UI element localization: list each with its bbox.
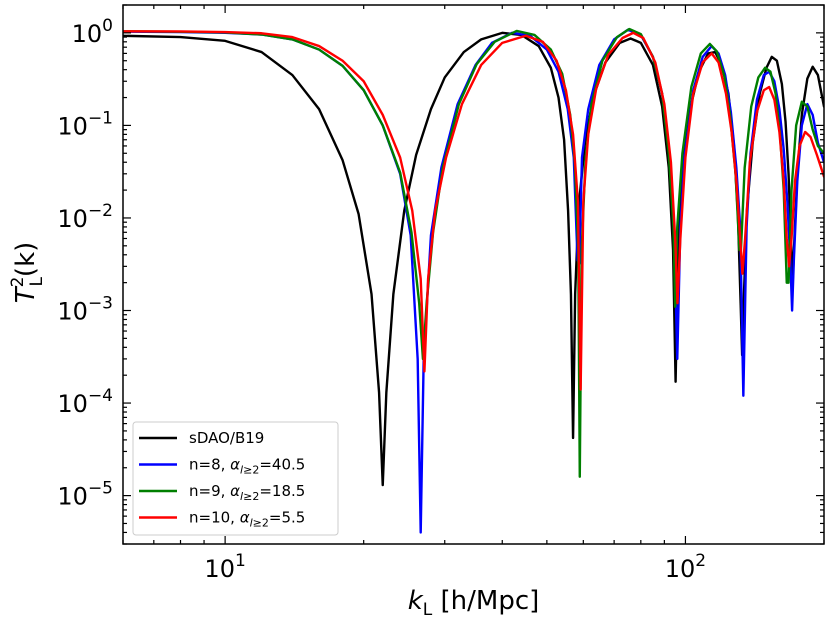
y-tick-label: 10−5 bbox=[57, 479, 113, 511]
legend-label: n=9, αl≥2=18.5 bbox=[189, 482, 305, 503]
series-line-3 bbox=[123, 27, 824, 478]
y-tick-label: 10−3 bbox=[57, 294, 113, 326]
y-axis-label: T2L(k) bbox=[8, 242, 47, 304]
y-tick-label: 100 bbox=[72, 16, 113, 48]
legend-box bbox=[132, 421, 339, 536]
legend-entry: n=8, αl≥2=40.5 bbox=[139, 456, 305, 477]
legend-label: n=10, αl≥2=5.5 bbox=[189, 509, 305, 530]
series-line-4 bbox=[123, 30, 824, 391]
legend: sDAO/B19 n=8, αl≥2=40.5 n=9, αl≥2=18.5 n=10… bbox=[132, 421, 339, 536]
legend-label: n=8, αl≥2=40.5 bbox=[189, 456, 305, 477]
y-tick-label: 10−4 bbox=[57, 386, 113, 418]
ticks-layer: 101 102 100 10−1 10−2 10−3 10−4 10−5 bbox=[57, 4, 825, 583]
legend-label: sDAO/B19 bbox=[189, 429, 264, 447]
y-tick-label: 10−1 bbox=[57, 108, 113, 140]
legend-entry: n=10, αl≥2=5.5 bbox=[139, 509, 305, 530]
x-axis-label: kL [h/Mpc] bbox=[408, 586, 540, 620]
series-layer bbox=[123, 27, 824, 534]
legend-entry: n=9, αl≥2=18.5 bbox=[139, 482, 305, 503]
y-tick-label: 10−2 bbox=[57, 201, 113, 233]
series-line-1 bbox=[123, 31, 824, 487]
legend-entry: sDAO/B19 bbox=[139, 429, 264, 447]
x-tick-label: 101 bbox=[204, 551, 245, 583]
x-tick-label: 102 bbox=[665, 551, 706, 583]
plot-frame bbox=[122, 4, 825, 545]
